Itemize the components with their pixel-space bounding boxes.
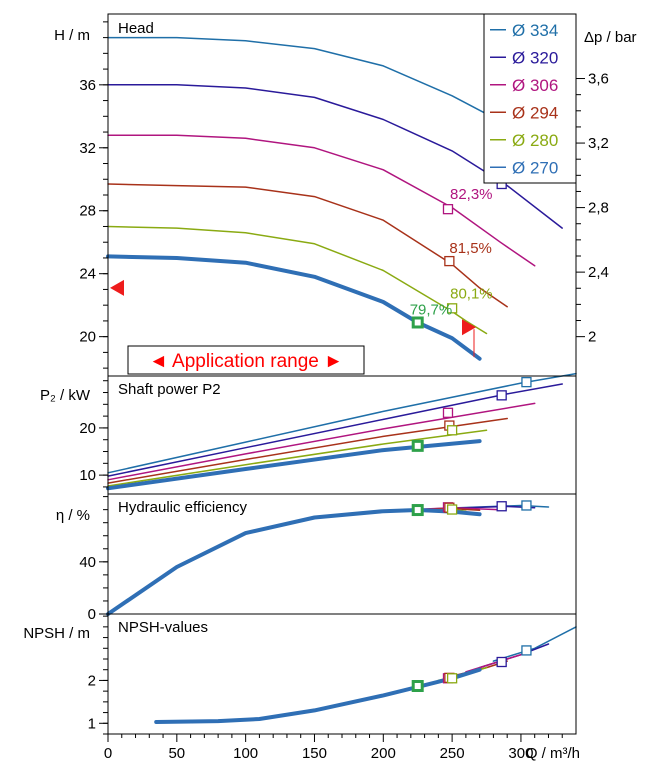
y-tick-label: 10	[79, 467, 96, 484]
duty-point-d320	[496, 656, 507, 668]
min-flow-marker	[110, 279, 124, 296]
legend-label: Ø 280	[512, 131, 558, 150]
max-flow-marker	[462, 319, 477, 336]
curve-d306	[107, 134, 536, 267]
legend-label: Ø 306	[512, 76, 558, 95]
x-tick-label: 300	[508, 745, 533, 762]
y-axis-label: NPSH / m	[23, 625, 90, 642]
efficiency-label: 79,7%	[410, 301, 453, 318]
duty-point-d320	[496, 501, 507, 512]
application-range-label: ◄ Application range ►	[149, 351, 343, 372]
curve-d334	[492, 626, 577, 662]
curve-d306	[107, 506, 502, 615]
curve-d334	[107, 504, 550, 615]
y-tick-label: 24	[79, 266, 96, 283]
curve-d294	[107, 183, 508, 308]
y-tick-label: 0	[88, 606, 96, 623]
duty-point-d280	[446, 425, 458, 436]
secondary-tick-label: 3,2	[588, 135, 609, 152]
secondary-tick-label: 2,8	[588, 200, 609, 217]
curve-d334	[107, 372, 577, 474]
secondary-axis-label: Δp / bar	[584, 29, 637, 46]
legend-label: Ø 334	[512, 21, 558, 40]
application-range-box	[127, 345, 365, 375]
x-tick-label: 200	[371, 745, 396, 762]
x-tick-label: 250	[440, 745, 465, 762]
curve-d270	[106, 254, 482, 361]
panel-title: Head	[118, 20, 154, 37]
efficiency-label: 80,1%	[450, 285, 493, 302]
y-tick-label: 36	[79, 77, 96, 94]
y-tick-label: 40	[79, 554, 96, 571]
y-tick-label: 28	[79, 203, 96, 220]
duty-point-d280	[446, 673, 458, 684]
y-tick-label: 20	[79, 329, 96, 346]
duty-point-d320	[496, 390, 507, 401]
x-tick-label: 150	[302, 745, 327, 762]
duty-point-d334	[521, 645, 532, 656]
duty-point-d306	[442, 204, 454, 215]
panel-title: NPSH-values	[118, 619, 208, 636]
efficiency-label: 82,3%	[450, 186, 493, 203]
legend: Ø 334 Ø 320 Ø 306 Ø 294 Ø 280 Ø 270	[483, 13, 577, 184]
frame-layer	[99, 13, 585, 742]
x-tick-label: 50	[168, 745, 185, 762]
duty-point-d280	[446, 303, 458, 314]
y-axis-label: H / m	[54, 27, 90, 44]
curve-d306	[107, 402, 536, 481]
curve-d270	[154, 667, 482, 724]
duty-point-d294	[444, 255, 455, 267]
duty-point-d270	[411, 439, 424, 452]
y-axis-label: η / %	[56, 507, 90, 524]
x-tick-label: 0	[104, 745, 112, 762]
application-range: ◄ Application range ►	[127, 345, 365, 375]
legend-label: Ø 270	[512, 158, 558, 177]
legend-box	[483, 13, 577, 184]
curve-d270	[106, 439, 482, 491]
curve-d280	[107, 429, 488, 487]
curve-d280	[107, 225, 488, 335]
efficiency-label: 81,5%	[449, 240, 492, 257]
duty-point-d334	[521, 376, 532, 388]
duty-point-d334	[521, 500, 532, 511]
x-axis-label: Q / m³/h	[526, 745, 580, 762]
y-axis-label: P₂ / kW	[40, 387, 91, 404]
panel-title: Hydraulic efficiency	[118, 499, 247, 516]
duty-point-d270	[411, 680, 424, 692]
duty-point-d270	[411, 504, 424, 517]
duty-point-d306	[442, 407, 454, 418]
curve-d294	[107, 507, 481, 615]
legend-label: Ø 320	[512, 48, 558, 67]
y-tick-label: 32	[79, 140, 96, 157]
duty-point-d270	[411, 316, 424, 329]
panel-title: Shaft power P2	[118, 381, 221, 398]
curve-d320	[107, 383, 563, 477]
curve-d320	[107, 505, 536, 615]
y-tick-label: 20	[79, 420, 96, 437]
curve-d270	[106, 508, 482, 616]
x-tick-label: 100	[233, 745, 258, 762]
secondary-tick-label: 3,6	[588, 71, 609, 88]
y-tick-label: 1	[88, 715, 96, 732]
y-tick-label: 2	[88, 672, 96, 689]
secondary-tick-label: 2	[588, 329, 596, 346]
points-layer	[110, 128, 532, 692]
curve-d334	[107, 36, 550, 144]
legend-label: Ø 294	[512, 103, 558, 122]
duty-point-d280	[446, 504, 458, 515]
secondary-tick-label: 2,4	[588, 264, 609, 281]
